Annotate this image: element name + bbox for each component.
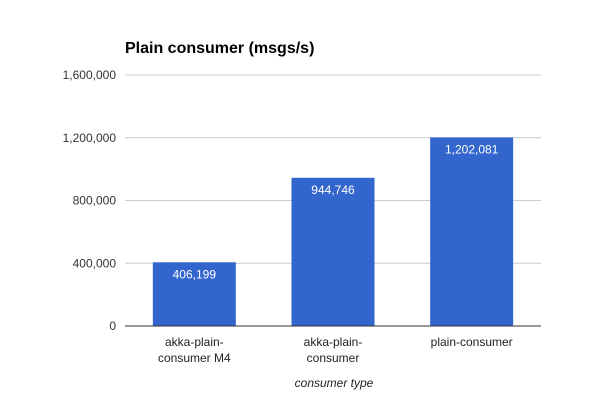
data-labels: 406,199 944,746 1,202,081 [173, 142, 499, 281]
bar [430, 137, 514, 326]
bars [152, 137, 514, 326]
y-tick-label: 400,000 [73, 256, 117, 270]
bar [291, 177, 375, 326]
bar [152, 262, 236, 326]
chart-title: Plain consumer (msgs/s) [125, 40, 314, 57]
x-category-label: consumer M4 [158, 351, 231, 365]
y-tick-label: 0 [109, 319, 116, 333]
y-tick-label: 1,200,000 [63, 131, 117, 145]
x-category-label: consumer [307, 351, 360, 365]
y-tick-label: 1,600,000 [63, 68, 117, 82]
y-axis-ticks: 0 400,000 800,000 1,200,000 1,600,000 [63, 68, 117, 333]
x-axis-categories: akka-plain-consumer M4 akka-plain-consume… [158, 335, 513, 365]
x-category-label: akka-plain- [165, 335, 224, 349]
y-tick-label: 800,000 [73, 194, 117, 208]
data-label: 406,199 [173, 267, 217, 281]
data-label: 944,746 [311, 183, 355, 197]
x-category-label: akka-plain- [304, 335, 363, 349]
data-label: 1,202,081 [445, 142, 499, 156]
x-axis-title: consumer type [295, 376, 374, 390]
x-category-label: plain-consumer [431, 335, 513, 349]
